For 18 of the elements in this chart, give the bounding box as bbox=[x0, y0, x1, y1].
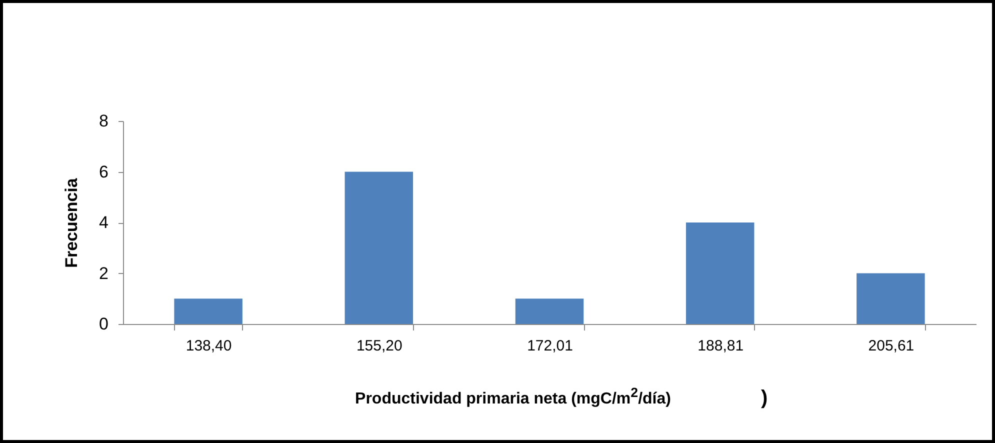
x-axis-title: Productividad primaria neta (mgC/m$^{2}$/día) bbox=[355, 385, 671, 408]
y-axis-title: Frecuencia bbox=[62, 178, 82, 268]
x-tick-label: 155,20 bbox=[356, 338, 402, 354]
y-tick-label: 8 bbox=[99, 112, 108, 130]
bar bbox=[174, 298, 242, 324]
x-tick-label: 138,40 bbox=[186, 338, 232, 354]
y-tick-label: 4 bbox=[99, 213, 108, 232]
text: ) bbox=[761, 387, 768, 410]
bar bbox=[686, 222, 754, 324]
x-tick-label: 205,61 bbox=[868, 338, 914, 354]
bar bbox=[515, 298, 584, 324]
y-tick-label: 6 bbox=[99, 162, 108, 182]
bar bbox=[344, 172, 414, 324]
x-tick-label: 172,01 bbox=[527, 338, 573, 354]
y-tick-label: 2 bbox=[99, 264, 108, 283]
bar bbox=[856, 273, 925, 324]
x-tick-label: 188,81 bbox=[698, 338, 744, 354]
y-tick-label: 0 bbox=[99, 314, 108, 334]
